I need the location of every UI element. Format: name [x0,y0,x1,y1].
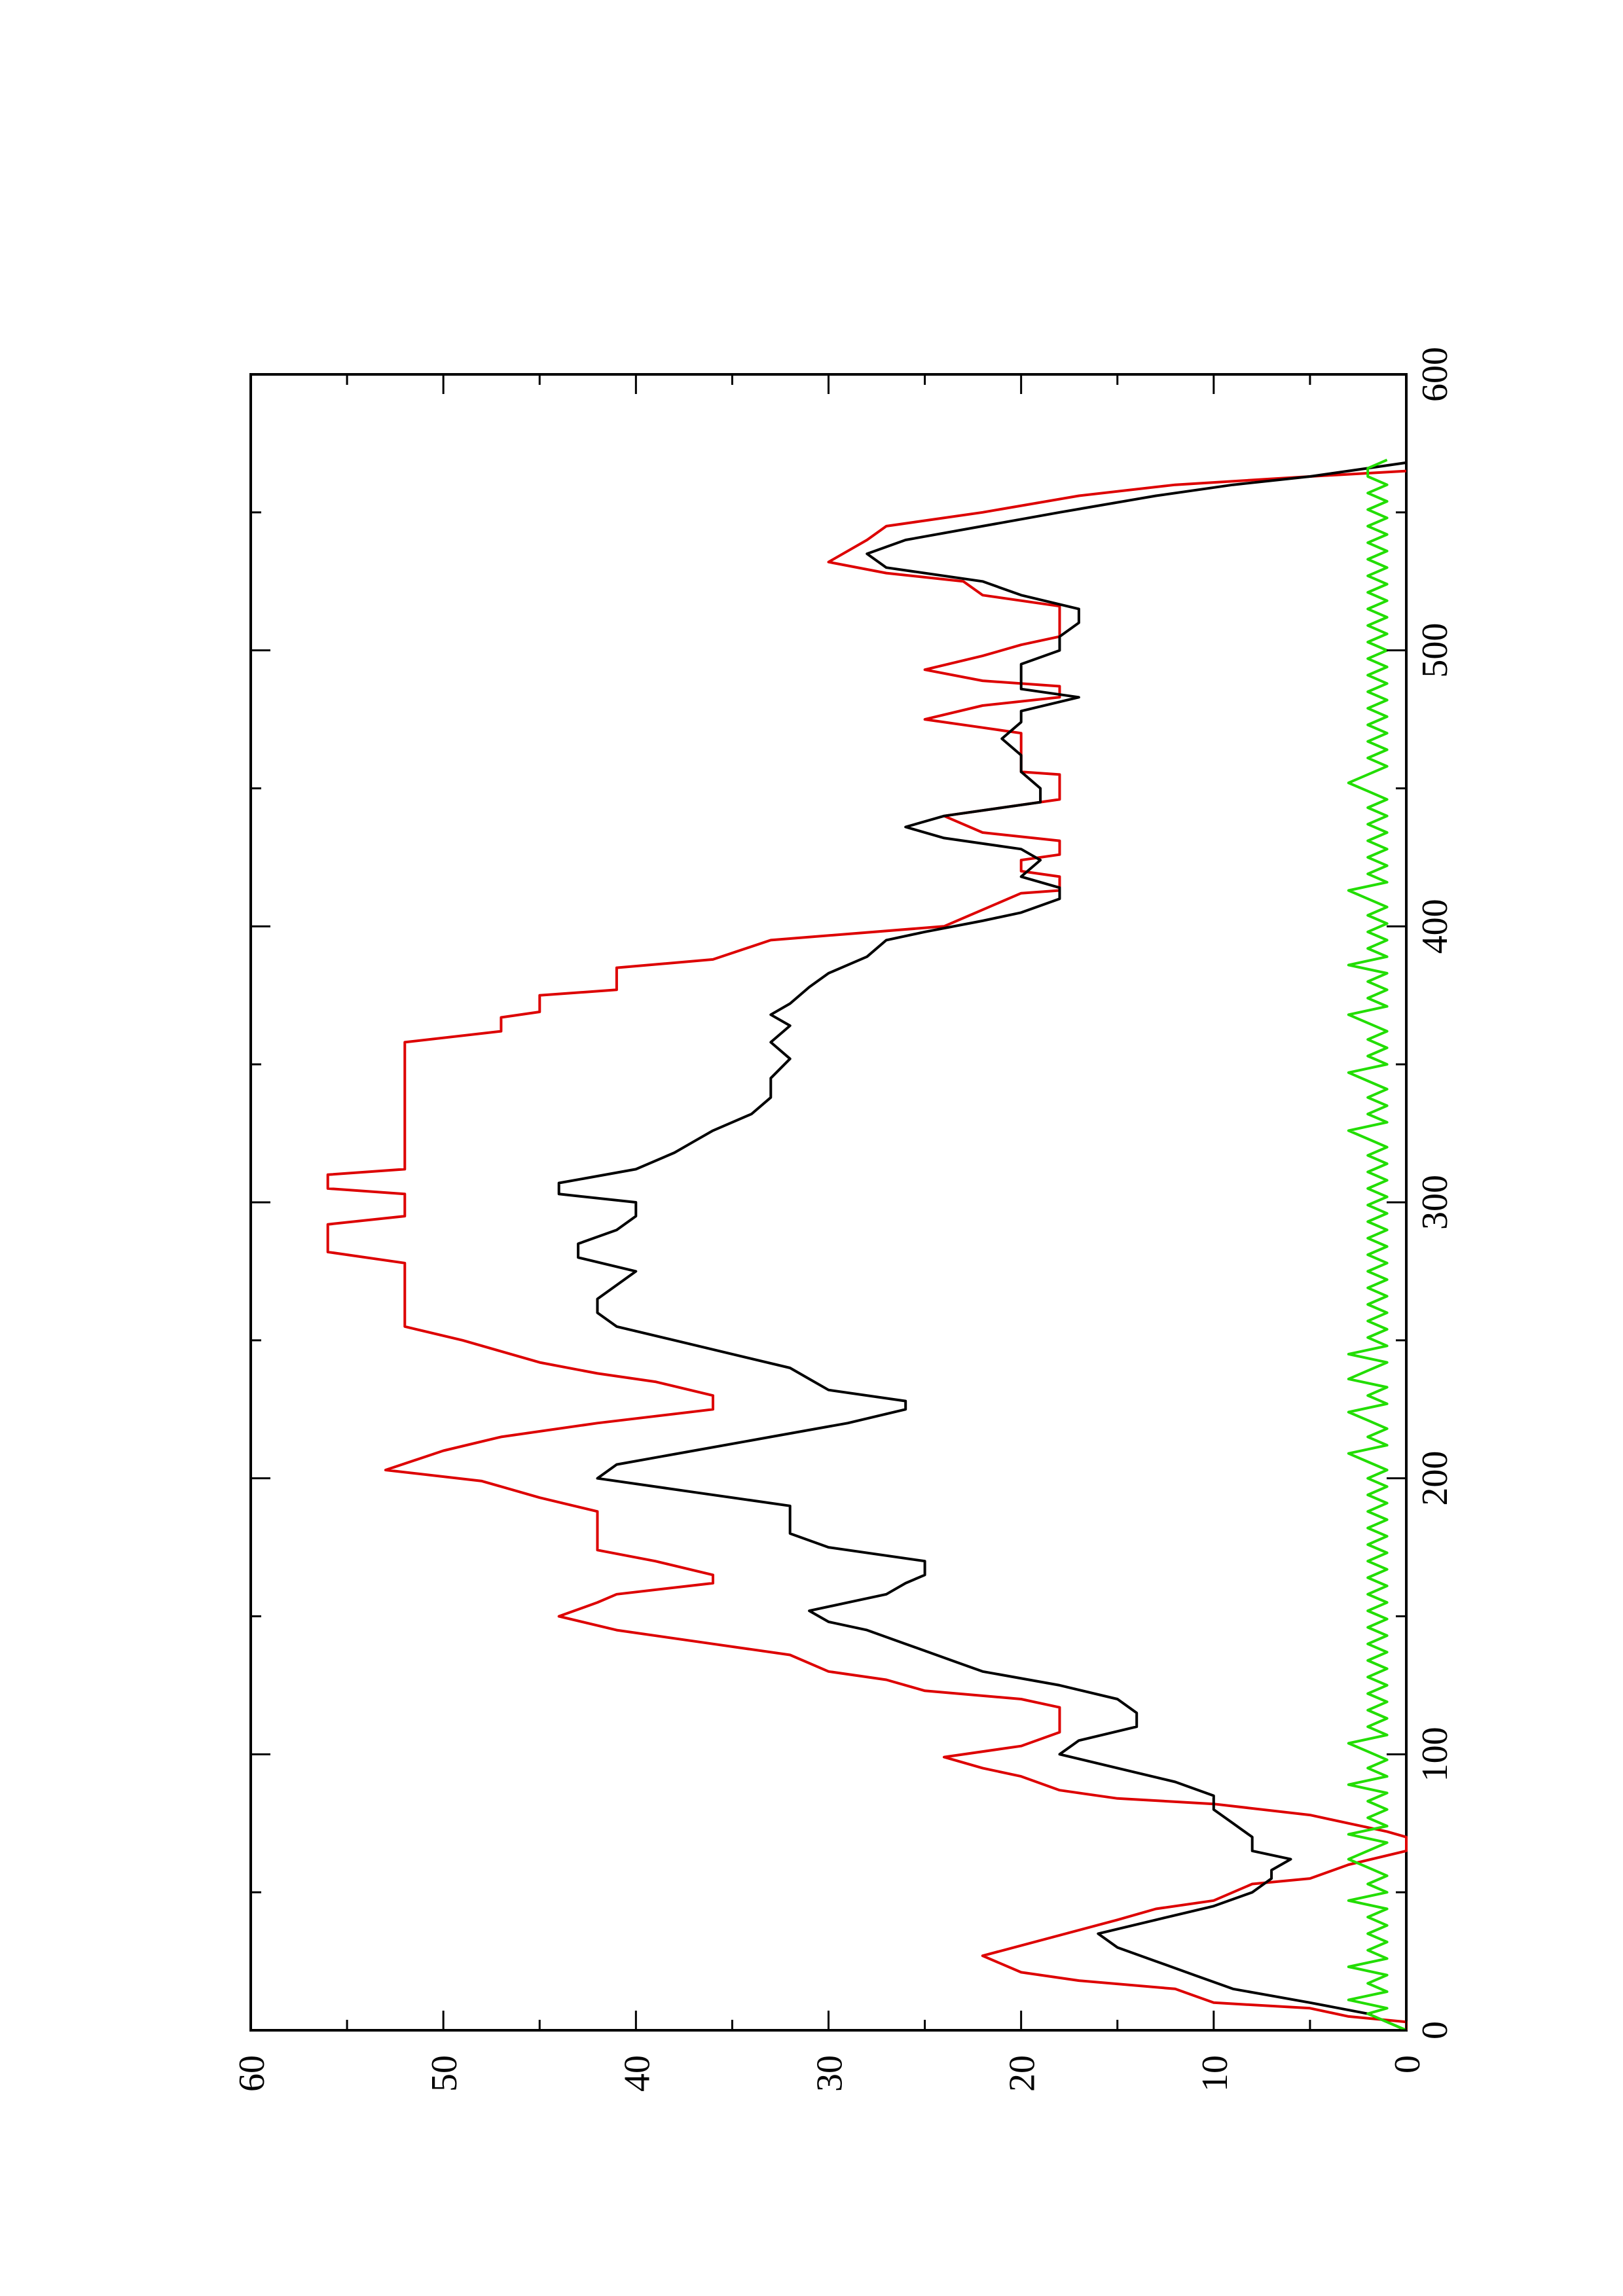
y-tick-label: 50 [424,2055,465,2092]
series-layer [326,458,1408,2032]
x-tick-label: 100 [1415,1727,1455,1782]
series-line-1 [326,469,1408,2030]
y-tick-label: 40 [617,2055,657,2092]
series-line-2 [557,461,1407,2032]
tick-labels: 0 100 200 300 400 500 600 0 10 20 30 40 50 60 [232,347,1455,2092]
y-tick-label: 10 [1195,2055,1235,2092]
y-tick-label: 0 [1387,2055,1428,2073]
x-tick-label: 200 [1415,1451,1455,1506]
ticks-layer [249,373,1408,2032]
y-tick-label: 30 [810,2055,850,2092]
y-tick-label: 60 [232,2055,272,2092]
plot-frame [249,373,1408,2032]
x-tick-label: 500 [1415,623,1455,678]
x-tick-label: 600 [1415,347,1455,402]
series-line-3 [1347,458,1407,2032]
x-tick-label: 300 [1415,1175,1455,1230]
plot-border [249,373,1408,2032]
x-tick-label: 400 [1415,899,1455,954]
x-tick-label: 0 [1415,2021,1455,2039]
y-tick-label: 20 [1002,2055,1043,2092]
